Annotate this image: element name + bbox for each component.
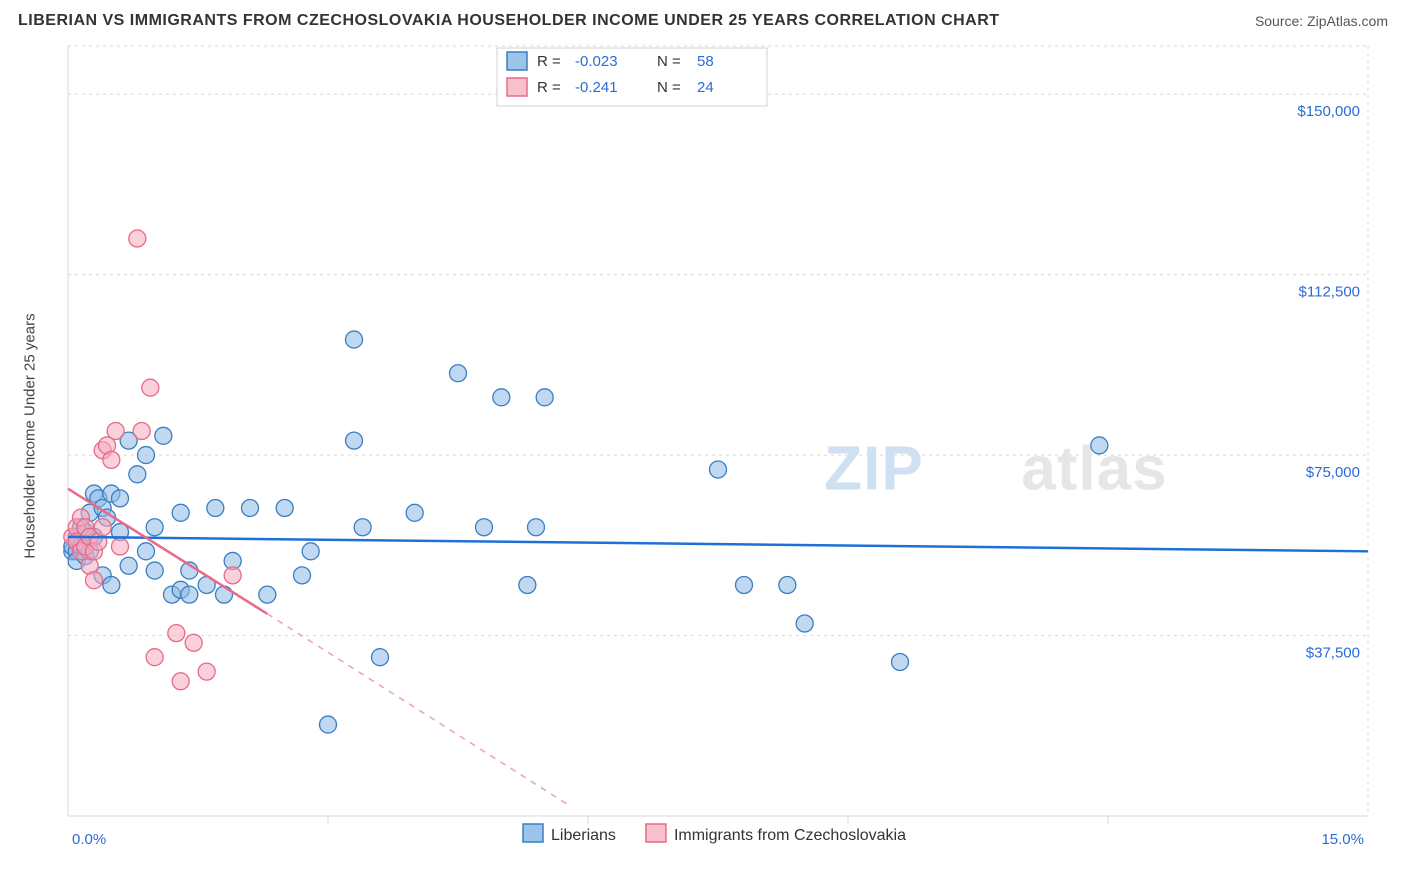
y-tick-label: $112,500	[1299, 284, 1360, 301]
data-point	[346, 432, 363, 449]
legend-r-value: -0.241	[575, 79, 618, 96]
data-point	[779, 577, 796, 594]
data-point	[346, 331, 363, 348]
data-point	[372, 649, 389, 666]
data-point	[224, 567, 241, 584]
legend-n-value: 58	[697, 53, 714, 70]
data-point	[259, 586, 276, 603]
data-point	[129, 466, 146, 483]
data-point	[710, 461, 727, 478]
legend-n-label: N =	[657, 53, 681, 70]
data-point	[519, 577, 536, 594]
scatter-chart-svg: $37,500$75,000$112,500$150,000ZIPatlasR …	[18, 36, 1388, 856]
data-point	[168, 625, 185, 642]
trend-line-blue	[68, 537, 1368, 551]
legend-swatch	[507, 52, 527, 70]
data-point	[536, 389, 553, 406]
data-point	[207, 500, 224, 517]
data-point	[736, 577, 753, 594]
trend-line-pink-extrapolated	[267, 614, 570, 807]
data-point	[354, 519, 371, 536]
data-point	[146, 519, 163, 536]
data-point	[493, 389, 510, 406]
data-point	[103, 577, 120, 594]
legend-r-label: R =	[537, 53, 561, 70]
data-point	[302, 543, 319, 560]
data-point	[146, 562, 163, 579]
series-swatch	[523, 824, 543, 842]
data-point	[94, 519, 111, 536]
data-point	[112, 490, 129, 507]
y-tick-label: $150,000	[1297, 103, 1360, 120]
data-point	[320, 716, 337, 733]
data-point	[450, 365, 467, 382]
legend-swatch	[507, 78, 527, 96]
x-axis-start-label: 0.0%	[72, 831, 106, 848]
data-point	[172, 673, 189, 690]
data-point	[112, 538, 129, 555]
data-point	[142, 379, 159, 396]
data-point	[528, 519, 545, 536]
data-point	[129, 230, 146, 247]
data-point	[138, 543, 155, 560]
x-axis-end-label: 15.0%	[1321, 831, 1364, 848]
data-point	[198, 663, 215, 680]
data-point	[406, 504, 423, 521]
series-label: Liberians	[551, 827, 616, 844]
y-tick-label: $37,500	[1306, 645, 1360, 662]
data-point	[120, 557, 137, 574]
series-swatch	[646, 824, 666, 842]
source-attribution: Source: ZipAtlas.com	[1255, 13, 1388, 29]
data-point	[146, 649, 163, 666]
data-point	[133, 423, 150, 440]
data-point	[242, 500, 259, 517]
data-point	[138, 447, 155, 464]
watermark-zip: ZIP	[824, 435, 923, 504]
data-point	[1091, 437, 1108, 454]
data-point	[216, 586, 233, 603]
y-axis-label: Householder Income Under 25 years	[22, 313, 39, 558]
data-point	[476, 519, 493, 536]
chart-area: Householder Income Under 25 years $37,50…	[18, 36, 1388, 856]
data-point	[185, 634, 202, 651]
legend-r-label: R =	[537, 79, 561, 96]
data-point	[796, 615, 813, 632]
data-point	[172, 504, 189, 521]
data-point	[276, 500, 293, 517]
series-label: Immigrants from Czechoslovakia	[674, 827, 906, 844]
data-point	[86, 572, 103, 589]
legend-n-label: N =	[657, 79, 681, 96]
data-point	[155, 427, 172, 444]
data-point	[107, 423, 124, 440]
legend-r-value: -0.023	[575, 53, 618, 70]
y-tick-label: $75,000	[1306, 464, 1360, 481]
data-point	[181, 586, 198, 603]
data-point	[103, 451, 120, 468]
legend-n-value: 24	[697, 79, 714, 96]
data-point	[294, 567, 311, 584]
data-point	[892, 654, 909, 671]
chart-title: LIBERIAN VS IMMIGRANTS FROM CZECHOSLOVAK…	[18, 12, 1000, 30]
